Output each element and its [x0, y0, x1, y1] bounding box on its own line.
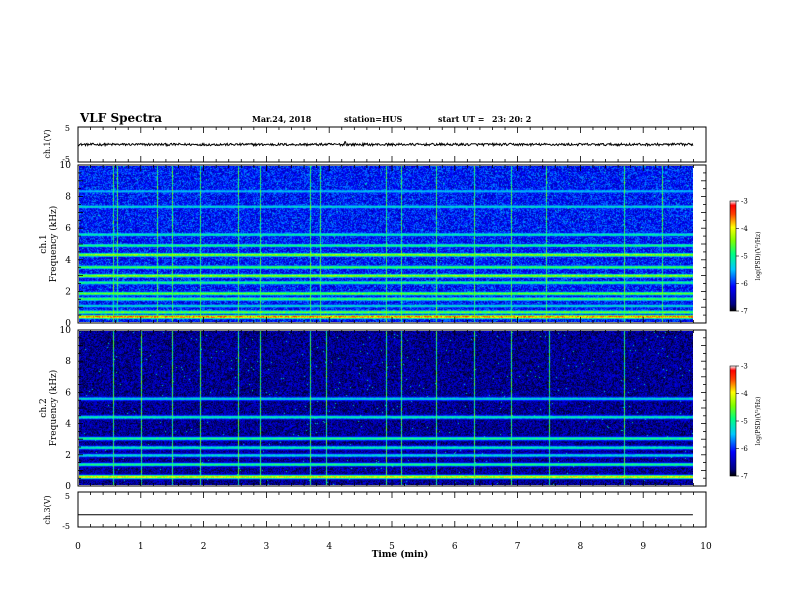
ch1-colorbar-ticks: -3 -4 -5 -6 -7	[736, 198, 748, 316]
ch1-freq-ticks: 0 2 4 6 8 10	[60, 161, 706, 329]
ch2-spectrogram-image	[79, 331, 693, 485]
freq-tick-label: 10	[60, 161, 72, 171]
colorbar-tick-label: -5	[741, 418, 748, 426]
freq-tick-label: 10	[60, 326, 72, 336]
time-axis-labels: 0 1 2 3 4 5 6 7 8 9 10	[75, 542, 712, 552]
time-tick-label: 5	[389, 542, 395, 552]
freq-tick-label: 8	[65, 193, 71, 203]
time-axis-label: Time (min)	[372, 549, 429, 560]
colorbar-tick-label: -5	[741, 253, 748, 261]
freq-tick-label: 6	[65, 388, 71, 398]
ch3-ytick-top: 5	[65, 492, 70, 501]
ch1-colorbar-gradient	[729, 200, 737, 312]
ch1-colorbar-label: log(PSD)(V²/Hz)	[755, 232, 762, 281]
ch1-waveform-trace	[78, 141, 694, 148]
colorbar-tick-label: -7	[741, 308, 748, 316]
time-tick-label: 0	[75, 542, 81, 552]
ch2-colorbar-ticks: -3 -4 -5 -6 -7	[736, 363, 748, 481]
freq-tick-label: 4	[65, 256, 71, 266]
ch1-channel-label: ch.1	[39, 234, 49, 253]
ch3-waveform-ylabel: ch.3(V)	[43, 495, 52, 524]
ch1-ytick-bottom: -5	[62, 155, 70, 164]
ch2-freq-ticks: 0 2 4 6 8 10	[60, 326, 706, 492]
ch2-colorbar-label: log(PSD)(V²/Hz)	[755, 397, 762, 446]
time-tick-label: 2	[201, 542, 207, 552]
ch3-waveform-panel: 5 -5 ch.3(V)	[43, 491, 707, 531]
time-tick-label: 9	[640, 542, 646, 552]
ch2-colorbar-gradient	[729, 365, 737, 477]
ch1-colorbar: -3 -4 -5 -6 -7 log(PSD)(V²/Hz)	[729, 198, 762, 316]
time-tick-label: 7	[515, 542, 521, 552]
ch2-channel-label: ch.2	[39, 398, 49, 417]
freq-tick-label: 0	[65, 482, 71, 492]
colorbar-tick-label: -7	[741, 473, 748, 481]
time-tick-label: 4	[326, 542, 332, 552]
ch1-ytick-top: 5	[65, 124, 70, 133]
time-tick-label: 6	[452, 542, 458, 552]
freq-tick-label: 8	[65, 357, 71, 367]
time-axis-ticks	[77, 127, 707, 527]
time-tick-label: 3	[264, 542, 270, 552]
figure-header: VLF Spectra Mar.24, 2018 station=HUS sta…	[79, 111, 531, 125]
time-tick-label: 1	[138, 542, 144, 552]
ch1-spectrogram-panel: 0 2 4 6 8 10 ch.1 Frequency (kHz)	[39, 161, 707, 329]
time-tick-label: 8	[578, 542, 584, 552]
freq-tick-label: 0	[65, 319, 71, 329]
figure-title: VLF Spectra	[79, 111, 162, 125]
ch2-spectrogram-panel: 0 2 4 6 8 10 ch.2 Frequency (kHz)	[39, 326, 707, 492]
colorbar-tick-label: -6	[741, 445, 748, 453]
header-start-time: 23: 20: 2	[492, 114, 531, 124]
ch2-colorbar: -3 -4 -5 -6 -7 log(PSD)(V²/Hz)	[729, 363, 762, 481]
freq-tick-label: 4	[65, 420, 71, 430]
header-station: station=HUS	[344, 114, 403, 124]
freq-tick-label: 2	[65, 287, 71, 297]
colorbar-tick-label: -4	[741, 390, 748, 398]
freq-tick-label: 6	[65, 224, 71, 234]
ch1-waveform-ylabel: ch.1(V)	[43, 129, 52, 158]
time-tick-label: 10	[700, 542, 712, 552]
colorbar-tick-label: -3	[741, 198, 748, 206]
colorbar-tick-label: -3	[741, 363, 748, 371]
freq-tick-label: 2	[65, 451, 71, 461]
colorbar-tick-label: -6	[741, 280, 748, 288]
ch2-freq-ylabel: Frequency (kHz)	[48, 370, 59, 447]
header-start-label: start UT =	[438, 114, 485, 124]
ch1-freq-ylabel: Frequency (kHz)	[48, 206, 59, 283]
header-date: Mar.24, 2018	[252, 114, 312, 124]
ch1-waveform-panel: 5 -5 ch.1(V)	[43, 124, 707, 164]
ch3-ytick-bottom: -5	[62, 522, 70, 531]
colorbar-tick-label: -4	[741, 225, 748, 233]
ch1-spectrogram-image	[79, 166, 693, 322]
